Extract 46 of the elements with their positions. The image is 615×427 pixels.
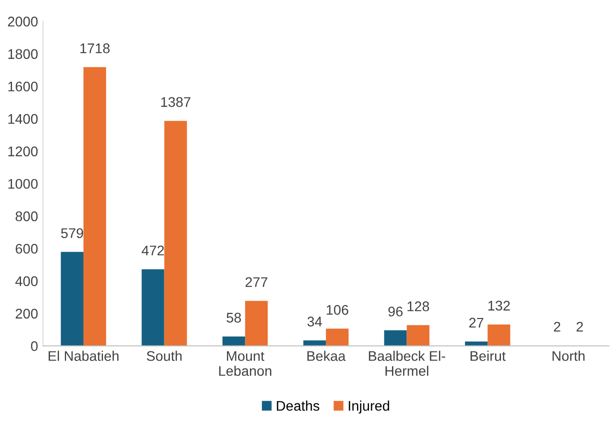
x-tick-label: Bekaa [307,350,346,361]
y-tick-label: 0 [31,341,38,352]
y-tick-label: 1000 [8,178,38,189]
y-tick-label: 800 [16,211,38,222]
y-tick-label: 1400 [8,114,38,124]
x-tick-label: Baalbeck El- Hermel [368,350,446,376]
data-label: 277 [246,277,268,287]
x-tick-label: Mount Lebanon [219,351,272,376]
bar [384,330,407,346]
bar [60,252,84,346]
bar [245,300,268,346]
data-label: 2 [554,322,560,332]
data-label: 106 [326,304,348,315]
data-label: 472 [142,246,164,256]
bar [83,67,106,346]
data-label: 34 [307,316,322,326]
bar [488,324,510,346]
bar [303,340,326,346]
bar [326,328,349,346]
bar [222,336,246,346]
bar [164,120,187,346]
x-tick-label: South [146,350,182,361]
y-tick-label: 2000 [8,16,38,27]
data-label: 96 [388,306,403,316]
bar [142,269,164,346]
y-tick-label: 400 [15,276,38,286]
y-tick-label: 200 [16,308,38,319]
y-tick-label: 1600 [8,82,38,92]
data-label: 579 [61,228,84,238]
x-tick-label: Beirut [470,350,506,361]
y-tick-label: 1800 [8,49,38,59]
data-label: 132 [488,300,510,311]
data-label: 128 [408,301,430,312]
x-tick-label: North [552,350,585,361]
x-tick-label: El Nabatieh [48,350,118,361]
data-label: 1718 [80,43,110,54]
data-label: 1387 [161,97,190,107]
y-tick-label: 600 [16,244,38,254]
y-tick-label: 1200 [8,146,38,156]
data-label: 2 [576,322,583,332]
legend-label: Deaths [276,400,320,411]
data-label: 58 [226,312,241,323]
legend-label: Injured [348,400,390,414]
bar [406,325,430,346]
data-label: 27 [469,318,484,328]
bar [464,341,488,346]
